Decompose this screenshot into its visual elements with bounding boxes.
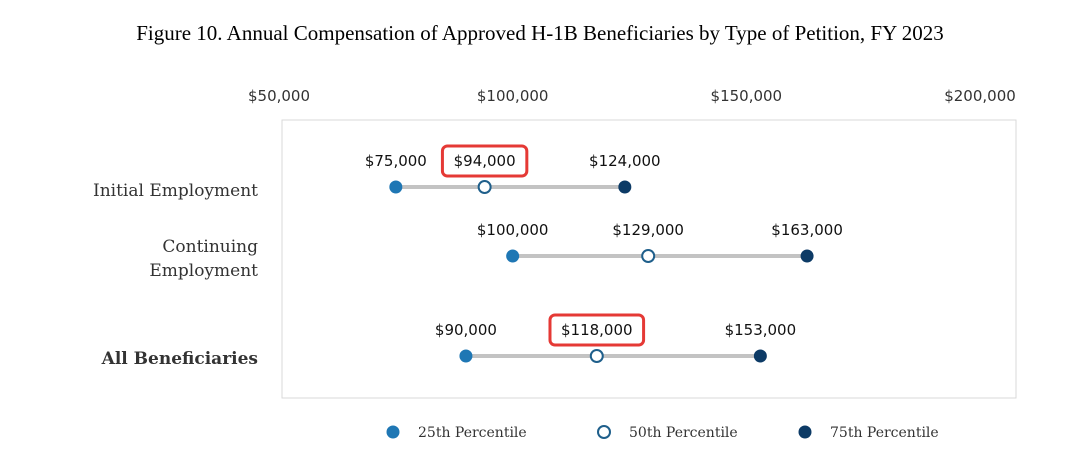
- x-tick-label: $150,000: [711, 87, 783, 105]
- legend-label-p50: 50th Percentile: [629, 425, 738, 441]
- chart-title: Figure 10. Annual Compensation of Approv…: [136, 21, 944, 45]
- x-tick-label: $100,000: [477, 87, 549, 105]
- x-axis-ticks: $50,000 $100,000 $150,000 $200,000: [248, 87, 1016, 105]
- highlight-box: [548, 313, 646, 347]
- plot-frame: [281, 119, 1017, 399]
- legend-marker-p25: [386, 425, 400, 439]
- dot-p50: [641, 249, 656, 263]
- x-tick-label: $50,000: [248, 87, 310, 105]
- legend: 25th Percentile 50th Percentile 75th Perce…: [386, 425, 939, 441]
- value-label-p75: $124,000: [589, 152, 661, 170]
- dot-p25: [506, 249, 520, 263]
- data-rows: $75,000 $94,000 $124,000 $100,000 $129,000 $1…: [365, 144, 843, 363]
- legend-marker-p50: [597, 425, 611, 439]
- category-label: All Beneficiaries: [101, 349, 258, 369]
- value-label-p25: $75,000: [365, 152, 427, 170]
- x-tick-label: $200,000: [944, 87, 1016, 105]
- dot-p25: [459, 349, 473, 363]
- legend-label-p75: 75th Percentile: [830, 425, 939, 441]
- dot-p75: [618, 180, 632, 194]
- highlight-box: [440, 144, 529, 178]
- category-label: Employment: [149, 261, 258, 281]
- value-label-p75: $163,000: [771, 221, 843, 239]
- dot-p50: [589, 349, 604, 363]
- value-label-p75: $153,000: [725, 321, 797, 339]
- value-label-p25: $100,000: [477, 221, 549, 239]
- dot-p75: [753, 349, 767, 363]
- value-label-p50: $94,000: [454, 152, 516, 170]
- dot-p50: [477, 180, 492, 194]
- dot-p75: [800, 249, 814, 263]
- dot-p25: [389, 180, 403, 194]
- value-label-p25: $90,000: [435, 321, 497, 339]
- category-labels: Initial Employment Continuing Employment Al…: [93, 181, 258, 369]
- legend-label-p25: 25th Percentile: [418, 425, 527, 441]
- category-label: Initial Employment: [93, 181, 258, 201]
- legend-marker-p75: [798, 425, 812, 439]
- value-label-p50: $129,000: [612, 221, 684, 239]
- value-label-p50: $118,000: [561, 321, 633, 339]
- category-label: Continuing: [162, 237, 258, 257]
